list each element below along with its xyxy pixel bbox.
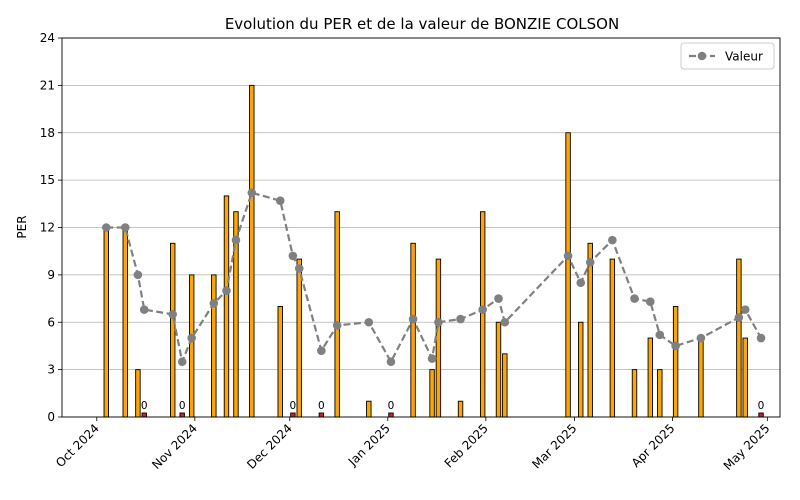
zero-bar <box>141 412 147 418</box>
zero-bar <box>758 412 764 418</box>
valeur-point <box>427 354 437 363</box>
valeur-line-series <box>101 188 766 367</box>
per-bar <box>277 306 283 418</box>
per-bar <box>479 211 486 418</box>
valeur-point <box>608 235 617 245</box>
per-bar <box>366 400 372 418</box>
valeur-point <box>500 317 510 327</box>
valeur-point <box>364 317 374 327</box>
valeur-point <box>408 314 418 324</box>
valeur-point <box>576 278 586 288</box>
y-tick-label: 12 <box>40 221 55 235</box>
per-bar <box>410 242 416 418</box>
valeur-point <box>332 321 342 330</box>
per-bar <box>578 321 584 418</box>
valeur-point <box>456 314 465 324</box>
legend-label: Valeur <box>725 50 763 64</box>
per-bar <box>334 211 340 418</box>
per-bar <box>188 274 195 418</box>
y-tick-label: 18 <box>40 126 55 140</box>
valeur-point <box>288 251 298 261</box>
legend-marker <box>697 51 707 61</box>
plot-frame <box>61 37 781 418</box>
per-bar <box>657 369 663 418</box>
bar-value-label: 0 <box>318 400 325 412</box>
valeur-point <box>101 223 111 232</box>
zero-bar <box>388 412 394 418</box>
per-bar <box>170 242 176 418</box>
per-bar <box>742 337 748 418</box>
valeur-point <box>231 235 241 245</box>
valeur-point <box>133 270 143 280</box>
per-bar <box>631 369 638 418</box>
zero-bar <box>318 412 325 418</box>
valeur-point <box>671 341 680 351</box>
valeur-point <box>585 257 595 267</box>
per-bar <box>495 321 502 418</box>
valeur-point <box>317 346 326 355</box>
valeur-point <box>168 310 178 319</box>
per-bar <box>565 132 571 418</box>
y-tick-label: 0 <box>47 410 55 424</box>
valeur-point <box>563 251 573 261</box>
y-tick-label: 6 <box>47 315 55 329</box>
bar-value-label: 0 <box>290 400 297 412</box>
zero-bar <box>179 412 185 418</box>
per-bar <box>609 258 616 418</box>
per-bar <box>249 84 255 418</box>
valeur-point <box>655 330 665 340</box>
y-tick-label: 3 <box>47 363 55 377</box>
per-bar <box>103 227 109 418</box>
bar-value-label: 0 <box>141 400 148 412</box>
per-bar <box>502 353 508 418</box>
valeur-point <box>294 264 304 273</box>
valeur-point <box>209 299 219 308</box>
valeur-point <box>275 196 285 205</box>
per-bar <box>223 195 230 418</box>
y-tick-label: 15 <box>40 173 55 187</box>
bar-value-label: 0 <box>179 400 186 412</box>
zero-bar <box>290 412 296 418</box>
bar-value-label: 0 <box>388 400 395 412</box>
per-bar <box>698 337 704 418</box>
per-bar <box>296 258 302 418</box>
bar-value-label: 0 <box>758 400 765 412</box>
per-bar <box>647 337 654 418</box>
y-tick-label: 21 <box>40 78 55 92</box>
valeur-point <box>187 333 196 343</box>
per-bar <box>672 306 679 418</box>
valeur-point <box>222 286 231 295</box>
valeur-point <box>756 333 766 343</box>
valeur-point <box>478 305 487 314</box>
valeur-point <box>696 333 706 343</box>
legend: Valeur <box>680 42 775 70</box>
valeur-point <box>646 297 655 307</box>
legend-box <box>680 42 775 70</box>
valeur-point <box>740 305 750 314</box>
valeur-point <box>139 305 149 314</box>
per-bar <box>122 227 128 418</box>
per-bar <box>435 258 442 418</box>
valeur-point <box>434 317 443 327</box>
valeur-point <box>630 294 639 303</box>
per-bar <box>135 369 141 418</box>
y-axis-label: PER <box>15 215 29 238</box>
chart-title: Evolution du PER et de la valeur de BONZ… <box>225 15 619 33</box>
valeur-point <box>247 188 257 198</box>
valeur-point <box>386 357 396 367</box>
valeur-point <box>734 313 744 322</box>
per-bar <box>211 274 217 418</box>
valeur-point <box>494 294 503 303</box>
y-tick-label: 24 <box>40 31 55 45</box>
valeur-point <box>120 223 130 232</box>
valeur-point <box>177 357 187 367</box>
per-bar <box>429 369 435 418</box>
per-bar <box>736 258 742 418</box>
y-tick-label: 9 <box>47 268 55 282</box>
per-bar <box>457 400 464 418</box>
per-bar <box>587 242 593 418</box>
